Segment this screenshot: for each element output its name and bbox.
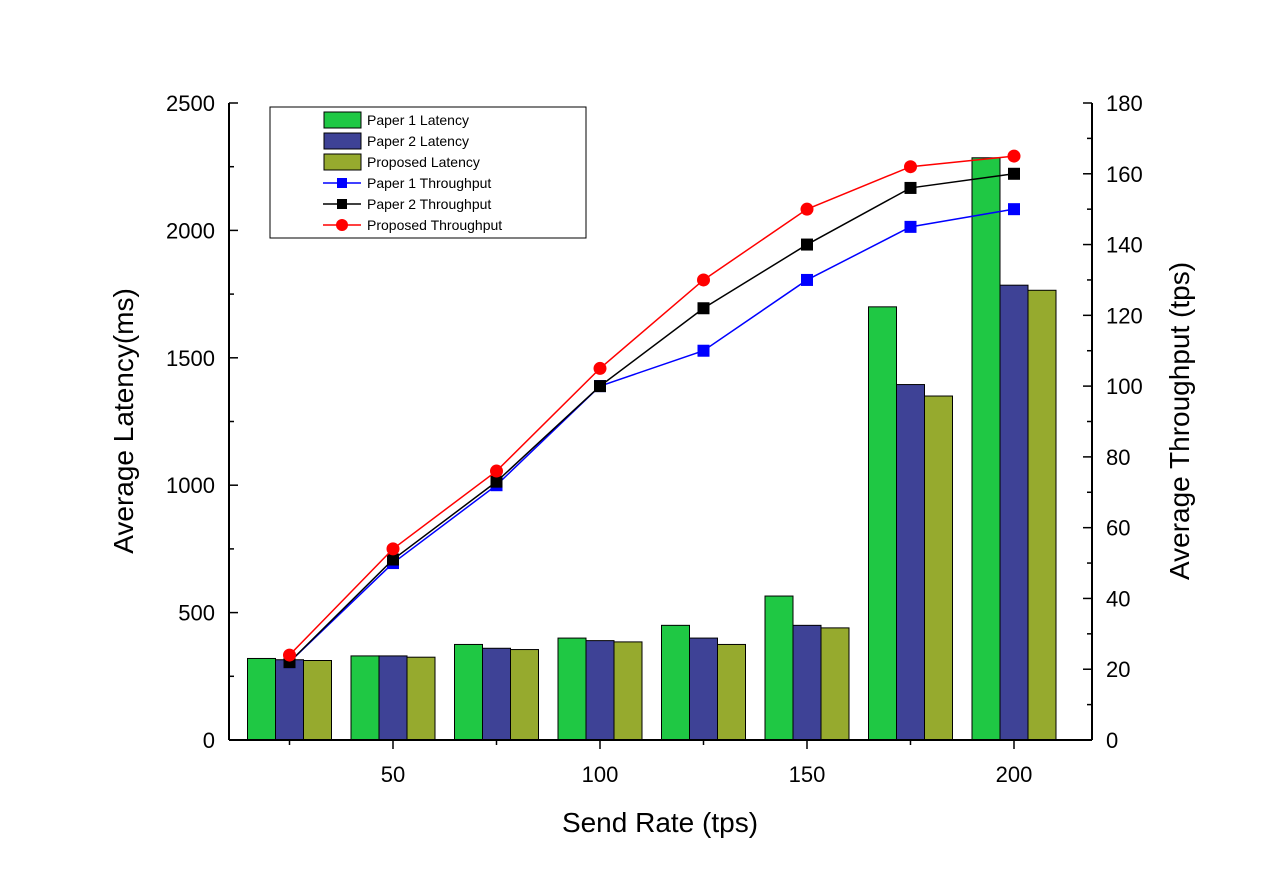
right-y-axis-title: Average Throughput (tps) [1164, 262, 1195, 580]
x-axis-title: Send Rate (tps) [562, 807, 758, 838]
line-series-1 [288, 208, 1015, 663]
bar-3-125 [717, 643, 746, 741]
legend-marker-3 [336, 219, 348, 231]
bar-2-125 [689, 637, 718, 741]
point-1-175 [904, 220, 917, 233]
bar-2-150 [792, 624, 822, 741]
bar-1-25 [247, 657, 276, 741]
bar-1-175 [868, 306, 897, 741]
right-tick-label-20: 20 [1106, 657, 1130, 682]
right-tick-label-60: 60 [1106, 516, 1130, 541]
point-3-25 [283, 648, 296, 662]
legend-marker-1 [337, 178, 347, 188]
right-tick-label-140: 140 [1106, 233, 1143, 258]
bar-1-125 [661, 624, 690, 741]
point-3-100 [593, 361, 607, 375]
legend-label-bar-3: Proposed Latency [367, 154, 480, 170]
left-tick-label-1000: 1000 [166, 473, 215, 498]
x-tick-label-100: 100 [582, 762, 619, 787]
legend-label-bar-1: Paper 1 Latency [367, 112, 469, 128]
legend: Paper 1 Latency Paper 2 Latency Proposed L… [269, 106, 587, 239]
bar-layer [247, 157, 1057, 741]
axes: 0 500 1000 1500 2000 2500 0 20 40 60 80 100 120 140 16… [166, 91, 1143, 787]
bar-2-25 [275, 659, 304, 741]
point-1-200 [1008, 203, 1020, 216]
bar-3-25 [303, 660, 332, 741]
left-tick-label-2500: 2500 [166, 91, 215, 116]
point-2-175 [904, 181, 917, 194]
bar-2-175 [896, 384, 925, 741]
legend-label-line-3: Proposed Throughput [367, 217, 502, 233]
bar-1-75 [454, 643, 483, 741]
point-3-50 [386, 542, 400, 556]
left-tick-label-2000: 2000 [166, 218, 215, 243]
point-1-150 [801, 273, 813, 286]
x-tick-label-150: 150 [789, 762, 826, 787]
right-tick-label-0: 0 [1106, 728, 1118, 753]
legend-swatch-bar-1 [323, 111, 362, 129]
line-series-3 [288, 155, 1015, 656]
legend-label-line-1: Paper 1 Throughput [367, 175, 491, 191]
point-3-175 [904, 160, 917, 174]
left-tick-label-1500: 1500 [166, 346, 215, 371]
point-2-100 [594, 380, 606, 393]
line-layer [283, 149, 1021, 669]
right-tick-label-100: 100 [1106, 374, 1143, 399]
line-series-2 [288, 173, 1015, 663]
left-y-axis-title: Average Latency(ms) [108, 288, 139, 554]
legend-swatch-bar-3 [323, 153, 362, 171]
bar-1-150 [764, 595, 794, 741]
legend-marker-2 [337, 199, 347, 209]
point-2-125 [697, 302, 710, 315]
bar-3-150 [820, 627, 850, 741]
point-3-125 [697, 273, 710, 287]
right-tick-label-40: 40 [1106, 586, 1130, 611]
x-tick-label-50: 50 [381, 762, 405, 787]
x-tick-label-200: 200 [996, 762, 1033, 787]
point-2-150 [801, 238, 813, 251]
bar-3-175 [924, 395, 953, 741]
point-3-150 [800, 202, 814, 216]
right-tick-label-120: 120 [1106, 303, 1143, 328]
bar-2-50 [378, 655, 408, 741]
right-tick-label-160: 160 [1106, 162, 1143, 187]
point-2-75 [490, 475, 503, 488]
legend-label-bar-2: Paper 2 Latency [367, 133, 469, 149]
right-tick-label-80: 80 [1106, 445, 1130, 470]
legend-label-line-2: Paper 2 Throughput [367, 196, 491, 212]
bar-2-200 [999, 284, 1029, 741]
bar-3-75 [510, 649, 539, 741]
point-3-75 [490, 464, 503, 478]
point-3-200 [1007, 149, 1021, 163]
left-tick-label-500: 500 [178, 601, 215, 626]
point-2-50 [387, 553, 399, 566]
legend-box [269, 106, 587, 239]
bar-1-100 [557, 637, 587, 741]
bar-1-50 [350, 655, 380, 741]
point-2-200 [1008, 167, 1020, 180]
bar-3-200 [1027, 289, 1057, 741]
bar-2-100 [585, 640, 615, 741]
bar-2-75 [482, 647, 511, 741]
left-tick-label-0: 0 [203, 728, 215, 753]
bar-3-100 [613, 641, 643, 741]
legend-swatch-bar-2 [323, 132, 362, 150]
right-tick-label-180: 180 [1106, 91, 1143, 116]
point-1-125 [697, 344, 710, 357]
bar-1-200 [971, 157, 1001, 741]
bar-3-50 [406, 656, 436, 741]
